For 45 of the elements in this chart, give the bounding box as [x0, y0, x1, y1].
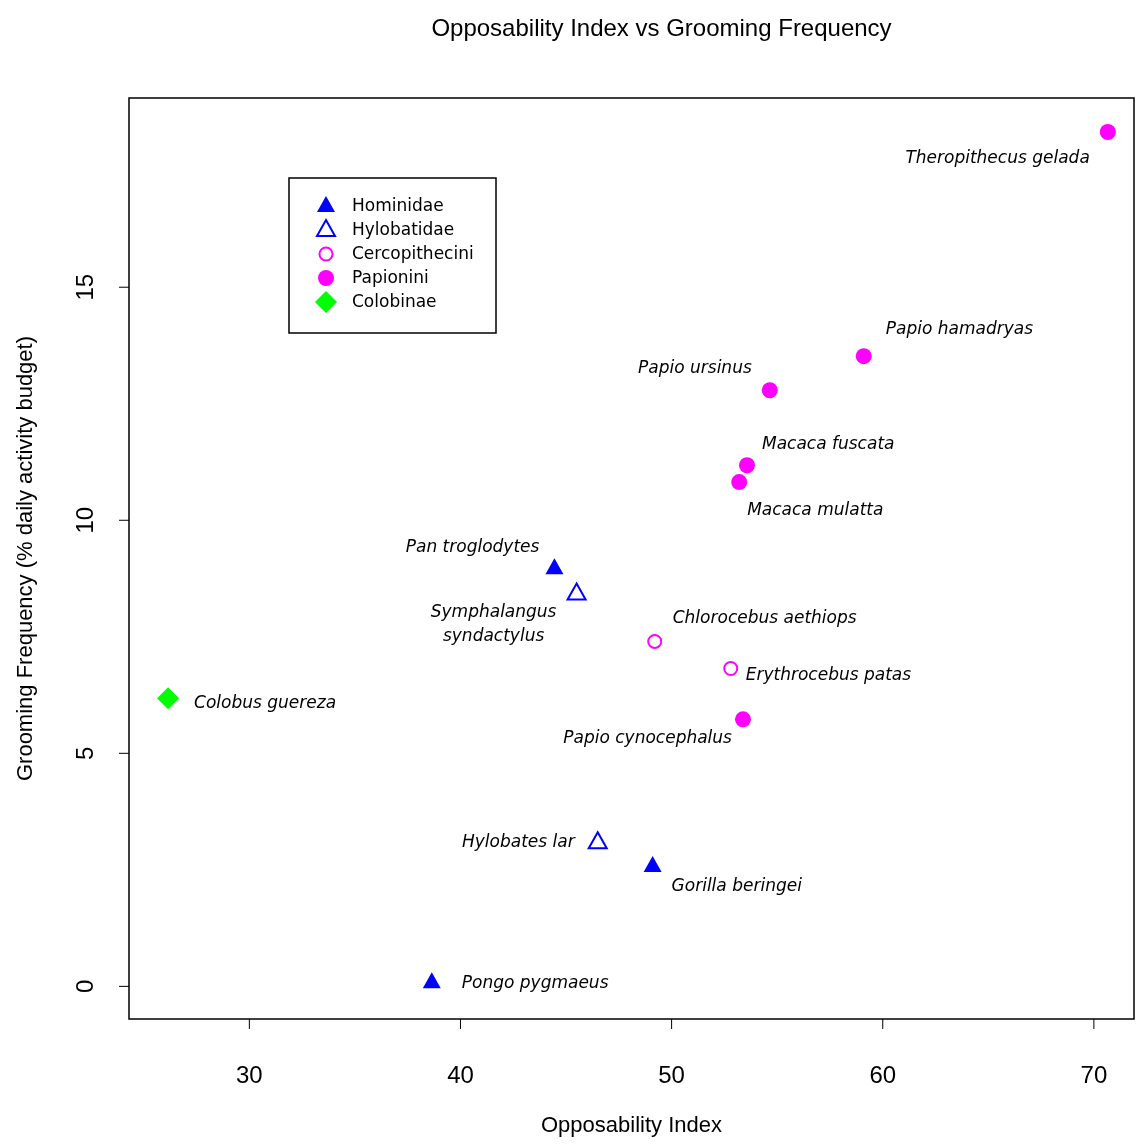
annotation: Gorilla beringei: [671, 875, 803, 896]
y-tick-label: 10: [71, 506, 98, 534]
x-tick-label: 50: [658, 1061, 685, 1088]
annotation: Macaca mulatta: [747, 499, 884, 520]
y-tick-label: 5: [71, 746, 98, 761]
annotation: Hylobates lar: [462, 831, 576, 852]
point: [731, 474, 748, 491]
point: [587, 831, 608, 850]
annotation: Papio ursinus: [638, 357, 752, 378]
annotation: Colobus guereza: [194, 692, 337, 713]
point: [734, 711, 751, 728]
point: [545, 558, 564, 575]
annotation: Papio cynocephalus: [563, 727, 733, 748]
annotation: Papio hamadryas: [885, 318, 1034, 339]
point: [723, 661, 739, 676]
point: [647, 633, 663, 649]
annotation: Theropithecus gelada: [905, 147, 1090, 168]
annotation: Symphalangus syndactylus: [430, 601, 557, 646]
annotation: Erythrocebus patas: [745, 664, 912, 685]
point: [855, 348, 872, 365]
y-axis-title: Grooming Frequency (% daily activity budget): [12, 335, 37, 782]
point: [566, 582, 587, 601]
y-tick-label: 0: [71, 979, 98, 994]
point: [643, 856, 662, 873]
legend-label: Cercopithecini: [352, 243, 474, 263]
y-tick-label: 15: [71, 273, 98, 301]
x-tick-label: 30: [236, 1061, 263, 1088]
annotation: Chlorocebus aethiops: [672, 607, 857, 628]
x-tick-label: 60: [869, 1061, 897, 1088]
chart-title: Opposability Index vs Grooming Frequency: [431, 14, 892, 41]
annotation: Pongo pygmaeus: [461, 972, 609, 993]
point: [761, 382, 778, 399]
point: [738, 457, 755, 474]
x-axis-title: Opposability Index: [541, 1112, 722, 1137]
annotation: Macaca fuscata: [761, 433, 895, 454]
legend-label: Hylobatidae: [352, 219, 455, 239]
x-tick-label: 70: [1080, 1061, 1108, 1088]
legend-label: Papionini: [352, 267, 429, 287]
x-tick-label: 40: [447, 1061, 474, 1088]
legend-label: Colobinae: [352, 291, 437, 311]
legend-label: Hominidae: [352, 195, 444, 215]
point: [422, 972, 441, 989]
point: [157, 687, 180, 710]
annotation: Pan troglodytes: [405, 536, 540, 557]
point: [1099, 124, 1116, 141]
